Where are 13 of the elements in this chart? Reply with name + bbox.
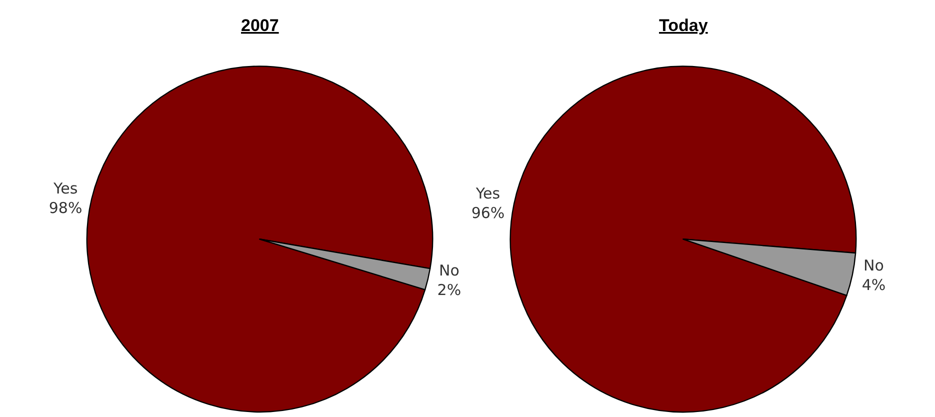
data-label: 96% — [471, 204, 505, 222]
pie-slice — [259, 238, 431, 290]
slice-label: Yes — [52, 179, 78, 198]
slice-label: No — [438, 261, 460, 280]
data-label: 4% — [862, 276, 886, 294]
slice-label: No — [864, 256, 884, 275]
data-label: 2% — [437, 280, 462, 299]
slice-label: Yes — [474, 184, 500, 202]
data-label: 98% — [48, 198, 82, 217]
chart-title: 2007 — [241, 16, 279, 35]
pie-slice — [510, 66, 857, 412]
chart-title: Today — [659, 16, 708, 35]
pie-slice — [86, 66, 434, 413]
